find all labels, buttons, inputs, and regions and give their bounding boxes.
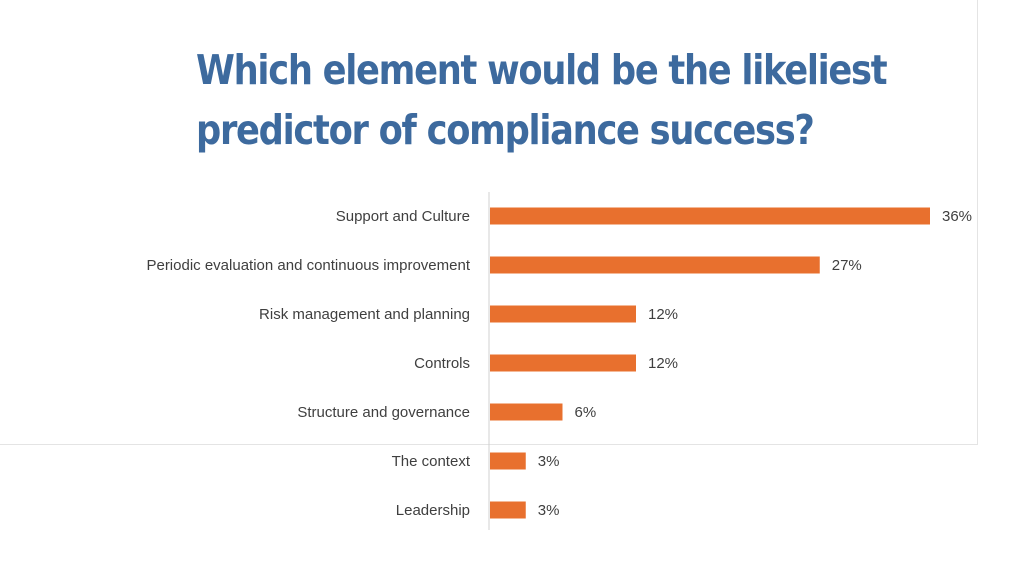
category-label: Structure and governance bbox=[297, 404, 470, 421]
category-label: Controls bbox=[414, 355, 470, 372]
bar bbox=[490, 207, 930, 225]
data-label: 12% bbox=[648, 306, 678, 323]
bar bbox=[490, 403, 563, 421]
bar bbox=[490, 305, 636, 323]
bar bbox=[490, 354, 636, 372]
data-label: 3% bbox=[538, 453, 560, 470]
chart-title-line-2: predictor of compliance success? bbox=[196, 106, 815, 154]
data-label: 3% bbox=[538, 502, 560, 519]
data-label: 12% bbox=[648, 355, 678, 372]
data-label: 6% bbox=[575, 404, 597, 421]
category-label: The context bbox=[392, 453, 471, 470]
bar bbox=[490, 256, 820, 274]
category-label: Risk management and planning bbox=[259, 306, 470, 323]
data-label: 27% bbox=[832, 257, 862, 274]
chart-title: Which element would be the likeliest pre… bbox=[196, 40, 888, 160]
bar bbox=[490, 452, 526, 470]
category-label: Periodic evaluation and continuous impro… bbox=[146, 257, 470, 274]
category-label: Leadership bbox=[396, 502, 470, 519]
data-label: 36% bbox=[942, 208, 972, 225]
category-label: Support and Culture bbox=[336, 208, 470, 225]
bar bbox=[490, 501, 526, 519]
chart-title-line-1: Which element would be the likeliest bbox=[196, 46, 888, 94]
